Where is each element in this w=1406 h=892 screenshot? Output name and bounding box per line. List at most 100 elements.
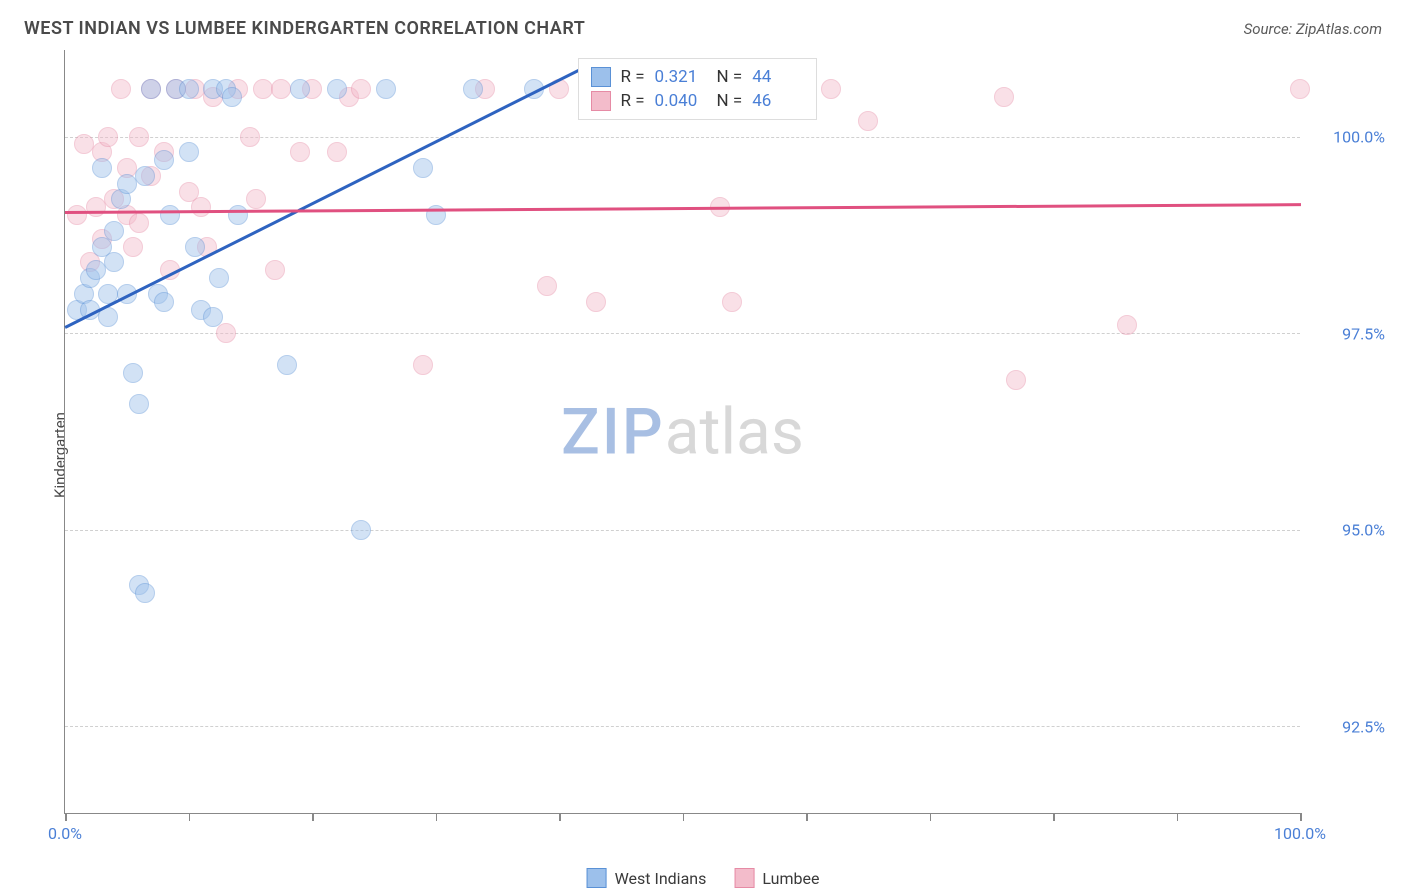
data-point bbox=[290, 79, 310, 99]
data-point bbox=[129, 394, 149, 414]
data-point bbox=[104, 252, 124, 272]
legend-swatch bbox=[591, 67, 611, 87]
data-point bbox=[722, 292, 742, 312]
data-point bbox=[141, 79, 161, 99]
x-tick bbox=[1053, 813, 1055, 821]
gridline bbox=[65, 530, 1300, 531]
data-point bbox=[123, 363, 143, 383]
x-tick bbox=[559, 813, 561, 821]
data-point bbox=[271, 79, 291, 99]
chart-title: WEST INDIAN VS LUMBEE KINDERGARTEN CORRE… bbox=[24, 18, 585, 39]
data-point bbox=[222, 87, 242, 107]
data-point bbox=[351, 520, 371, 540]
data-point bbox=[129, 127, 149, 147]
data-point bbox=[86, 260, 106, 280]
data-point bbox=[154, 292, 174, 312]
data-point bbox=[92, 158, 112, 178]
data-point bbox=[185, 237, 205, 257]
stat-n-value: 46 bbox=[752, 91, 804, 111]
x-tick-label: 0.0% bbox=[48, 824, 82, 843]
data-point bbox=[1117, 315, 1137, 335]
y-tick-label: 97.5% bbox=[1342, 324, 1385, 343]
data-point bbox=[413, 355, 433, 375]
data-point bbox=[240, 127, 260, 147]
data-point bbox=[67, 205, 87, 225]
data-point bbox=[160, 205, 180, 225]
data-point bbox=[135, 166, 155, 186]
x-tick-label: 100.0% bbox=[1274, 824, 1326, 843]
data-point bbox=[821, 79, 841, 99]
source-label: Source: ZipAtlas.com bbox=[1244, 20, 1382, 38]
legend-label: Lumbee bbox=[762, 869, 819, 888]
legend-swatch bbox=[734, 868, 754, 888]
y-tick-label: 95.0% bbox=[1342, 521, 1385, 540]
data-point bbox=[537, 276, 557, 296]
stat-r-value: 0.040 bbox=[655, 91, 707, 111]
data-point bbox=[277, 355, 297, 375]
legend-label: West Indians bbox=[615, 869, 707, 888]
data-point bbox=[376, 79, 396, 99]
data-point bbox=[463, 79, 483, 99]
legend: West Indians Lumbee bbox=[587, 868, 820, 888]
legend-item: Lumbee bbox=[734, 868, 819, 888]
stats-box: R = 0.321 N = 44 R = 0.040 N = 46 bbox=[578, 58, 818, 120]
data-point bbox=[253, 79, 273, 99]
legend-swatch bbox=[587, 868, 607, 888]
chart-container: Kindergarten ZIPatlas 0.0%100.0%R =0.321… bbox=[50, 50, 1390, 842]
data-point bbox=[858, 111, 878, 131]
data-point bbox=[265, 260, 285, 280]
trend-line bbox=[64, 66, 584, 328]
x-tick bbox=[189, 813, 191, 821]
data-point bbox=[1006, 370, 1026, 390]
data-point bbox=[74, 134, 94, 154]
data-point bbox=[117, 174, 137, 194]
legend-swatch bbox=[591, 91, 611, 111]
stat-r-label: R = bbox=[621, 91, 645, 111]
data-point bbox=[994, 87, 1014, 107]
watermark-part2: atlas bbox=[665, 394, 804, 469]
data-point bbox=[135, 583, 155, 603]
data-point bbox=[203, 307, 223, 327]
x-tick bbox=[65, 813, 67, 821]
stat-n-label: N = bbox=[717, 91, 743, 111]
x-tick bbox=[436, 813, 438, 821]
gridline bbox=[65, 726, 1300, 727]
y-tick-label: 92.5% bbox=[1342, 718, 1385, 737]
data-point bbox=[216, 323, 236, 343]
data-point bbox=[191, 197, 211, 217]
data-point bbox=[586, 292, 606, 312]
data-point bbox=[327, 142, 347, 162]
data-point bbox=[179, 142, 199, 162]
stats-row: R = 0.040 N = 46 bbox=[591, 89, 805, 113]
data-point bbox=[104, 221, 124, 241]
x-tick bbox=[930, 813, 932, 821]
x-tick bbox=[806, 813, 808, 821]
stats-row: R = 0.321 N = 44 bbox=[591, 65, 805, 89]
data-point bbox=[123, 237, 143, 257]
data-point bbox=[327, 79, 347, 99]
data-point bbox=[129, 213, 149, 233]
stat-r-label: R = bbox=[621, 67, 645, 87]
data-point bbox=[86, 197, 106, 217]
watermark: ZIPatlas bbox=[561, 394, 804, 469]
watermark-part1: ZIP bbox=[561, 394, 665, 469]
legend-item: West Indians bbox=[587, 868, 707, 888]
data-point bbox=[351, 79, 371, 99]
data-point bbox=[209, 268, 229, 288]
stat-n-label: N = bbox=[717, 67, 743, 87]
gridline bbox=[65, 333, 1300, 334]
data-point bbox=[413, 158, 433, 178]
x-tick bbox=[1300, 813, 1302, 821]
data-point bbox=[111, 79, 131, 99]
stat-r-value: 0.321 bbox=[655, 67, 707, 87]
y-tick-label: 100.0% bbox=[1333, 127, 1385, 146]
stat-n-value: 44 bbox=[752, 67, 804, 87]
data-point bbox=[228, 205, 248, 225]
plot-area: ZIPatlas 0.0%100.0%R =0.321N =44R =0.040… bbox=[64, 50, 1300, 814]
data-point bbox=[98, 127, 118, 147]
x-tick bbox=[312, 813, 314, 821]
data-point bbox=[246, 189, 266, 209]
x-tick bbox=[1177, 813, 1179, 821]
x-tick bbox=[683, 813, 685, 821]
data-point bbox=[1290, 79, 1310, 99]
